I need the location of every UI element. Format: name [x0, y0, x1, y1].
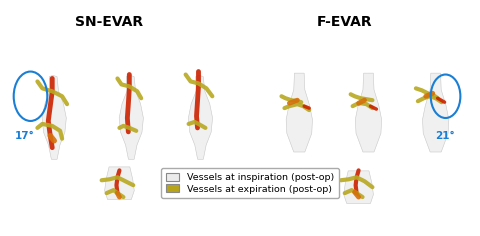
PathPatch shape	[105, 167, 134, 199]
PathPatch shape	[42, 75, 66, 159]
Text: 21°: 21°	[435, 131, 455, 141]
PathPatch shape	[286, 73, 312, 152]
PathPatch shape	[422, 73, 449, 152]
PathPatch shape	[355, 73, 382, 152]
PathPatch shape	[188, 75, 213, 159]
Text: 17°: 17°	[15, 131, 35, 141]
Legend: Vessels at inspiration (post-op), Vessels at expiration (post-op): Vessels at inspiration (post-op), Vessel…	[161, 168, 338, 198]
Text: SN-EVAR: SN-EVAR	[75, 15, 144, 29]
Text: F-EVAR: F-EVAR	[316, 15, 372, 29]
PathPatch shape	[119, 75, 144, 159]
PathPatch shape	[344, 171, 373, 203]
